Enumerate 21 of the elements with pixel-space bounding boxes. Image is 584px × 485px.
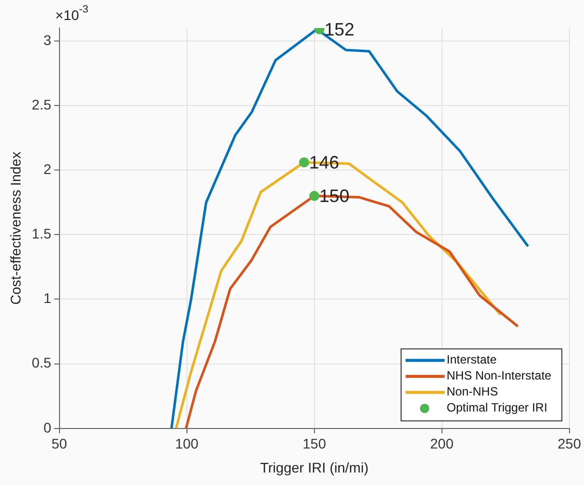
y-tick-label: 3 xyxy=(43,32,52,48)
y-tick-label: 0.5 xyxy=(32,354,52,371)
x-axis-title: Trigger IRI (in/mi) xyxy=(260,459,368,476)
x-tick-label: 50 xyxy=(51,436,68,452)
y-tick-label: 0 xyxy=(43,419,52,436)
x-tick-label: 250 xyxy=(558,436,582,452)
y-tick-label: 2 xyxy=(43,160,52,177)
y-axis-title: Cost-effectiveness Index xyxy=(7,152,24,305)
legend-label: NHS Non-Interstate xyxy=(446,368,552,383)
x-tick-label: 150 xyxy=(302,436,326,452)
y-tick-label: 1.5 xyxy=(32,226,52,242)
legend-label: Non-NHS xyxy=(446,384,498,399)
point xyxy=(309,190,320,201)
x-tick-label: 100 xyxy=(175,436,199,452)
y-tick-label: 2.5 xyxy=(32,96,52,112)
legend-label: Interstate xyxy=(446,352,497,367)
y-tick-label: 1 xyxy=(43,290,52,306)
annotation: 152 xyxy=(324,19,354,40)
point xyxy=(299,157,310,168)
legend-label: Optimal Trigger IRI xyxy=(446,400,548,415)
x-tick-label: 200 xyxy=(430,436,454,452)
